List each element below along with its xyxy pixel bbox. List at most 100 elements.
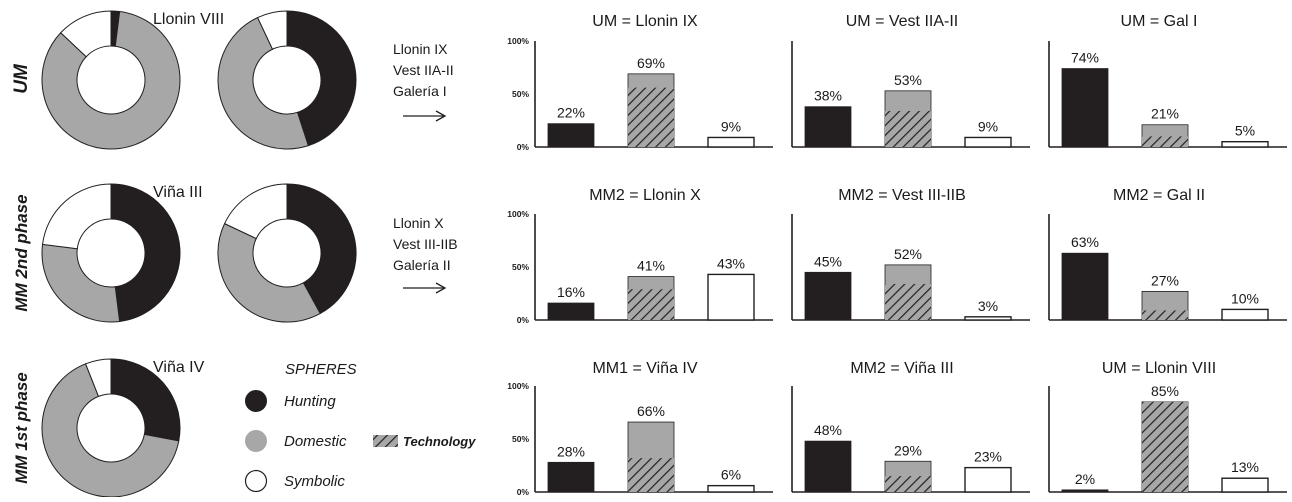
bar-symbolic xyxy=(707,484,755,493)
bar-symbolic xyxy=(707,136,755,148)
y-tick-label: 100% xyxy=(507,36,529,46)
bar-symbolic xyxy=(1221,477,1269,493)
bar-symbolic xyxy=(964,466,1012,493)
bar-chart-title: MM2 = Gal II xyxy=(1113,187,1205,204)
bar-value-label: 38% xyxy=(814,88,842,104)
legend-swatch-domestic xyxy=(245,430,267,452)
arrow-label-llonin-x: Llonin X xyxy=(393,215,444,231)
donut-chart-um-summary xyxy=(217,10,357,150)
arrow-right-icon xyxy=(403,282,447,294)
bar-chart-panel: MM2 = Viña III 48% 29% 23% xyxy=(791,360,1030,493)
arrow-label-galeria-ii: Galería II xyxy=(393,257,451,273)
y-tick-label: 50% xyxy=(512,89,529,99)
bar-symbolic xyxy=(964,316,1012,321)
donut-slice-hunting xyxy=(110,183,181,323)
bar-technology-segment xyxy=(1142,136,1188,147)
bar-symbolic xyxy=(1221,308,1269,321)
arrow-label-vest-iii-iib: Vest III-IIB xyxy=(393,236,458,252)
y-tick-label: 0% xyxy=(517,142,530,152)
bar-technology-segment xyxy=(628,289,674,320)
bar-hunting xyxy=(1061,68,1109,148)
bar-value-label: 9% xyxy=(978,118,998,134)
bar-value-label: 2% xyxy=(1075,471,1095,487)
bar-value-label: 74% xyxy=(1071,50,1099,66)
donut-slice-symbolic xyxy=(223,183,288,240)
bar-technology-segment xyxy=(1142,401,1188,492)
bar-value-label: 52% xyxy=(894,246,922,262)
legend-label-hunting: Hunting xyxy=(284,393,336,410)
bar-value-label: 9% xyxy=(721,118,741,134)
bar-chart-panel: MM2 = Vest III-IIB 45% 52% 3% xyxy=(791,187,1030,321)
donut-slice-domestic xyxy=(41,243,121,323)
bar-chart-panel: MM1 = Viña IV 0% 50% 100% 28% 66% 6% xyxy=(507,360,773,497)
donut-label-llonin-viii: Llonin VIII xyxy=(153,11,224,28)
bar-chart-title: MM2 = Vest III-IIB xyxy=(838,187,966,204)
bar-value-label: 21% xyxy=(1151,106,1179,122)
bar-technology-segment xyxy=(1142,310,1188,320)
y-tick-label: 50% xyxy=(512,434,529,444)
donut-slice-symbolic xyxy=(256,10,288,50)
donut-chart-vina-iii xyxy=(41,183,181,323)
bar-value-label: 45% xyxy=(814,253,842,269)
legend-label-symbolic: Symbolic xyxy=(284,473,345,490)
arrow-label-galeria-i: Galería I xyxy=(393,83,447,99)
bar-value-label: 22% xyxy=(557,105,585,121)
y-tick-label: 0% xyxy=(517,315,530,325)
bar-technology-segment xyxy=(885,476,931,492)
bar-value-label: 69% xyxy=(637,55,665,71)
bar-chart-title: MM2 = Viña III xyxy=(850,360,953,377)
y-tick-label: 50% xyxy=(512,262,529,272)
bar-value-label: 3% xyxy=(978,298,998,314)
bar-value-label: 63% xyxy=(1071,234,1099,250)
bar-symbolic xyxy=(964,136,1012,148)
bar-technology-segment xyxy=(885,110,931,147)
arrow-label-vest-iia-ii: Vest IIA-II xyxy=(393,62,454,78)
bar-symbolic xyxy=(1221,140,1269,148)
bar-value-label: 23% xyxy=(974,449,1002,465)
donut-slice-symbolic xyxy=(84,358,112,398)
y-tick-label: 0% xyxy=(517,487,530,497)
bar-value-label: 29% xyxy=(894,442,922,458)
bar-hunting xyxy=(1061,252,1109,321)
arrow-right-icon xyxy=(403,110,447,122)
row-label-mm-2nd-phase: MM 2nd phase xyxy=(12,194,31,311)
bar-value-label: 48% xyxy=(814,422,842,438)
bar-symbolic xyxy=(707,273,755,321)
donut-slice-symbolic xyxy=(41,183,112,250)
bar-value-label: 28% xyxy=(557,443,585,459)
arrow-label-llonin-ix: Llonin IX xyxy=(393,41,448,57)
bar-hunting xyxy=(804,106,852,148)
bar-value-label: 6% xyxy=(721,467,741,483)
bar-chart-title: MM2 = Llonin X xyxy=(589,187,701,204)
bar-value-label: 66% xyxy=(637,403,665,419)
bar-chart-panel: UM = Llonin VIII 2% 85% 13% xyxy=(1048,360,1287,493)
bar-technology-segment xyxy=(885,283,931,320)
donut-label-vina-iii: Viña III xyxy=(153,184,203,201)
bar-technology-segment xyxy=(628,87,674,147)
donut-slice-hunting xyxy=(286,183,357,315)
donut-label-vina-iv: Viña IV xyxy=(153,359,205,376)
bar-chart-panel: UM = Llonin IX 0% 50% 100% 22% 69% 9% xyxy=(507,13,773,152)
donut-chart-vina-iv xyxy=(41,358,181,498)
donut-slice-domestic xyxy=(217,16,309,150)
bar-technology-segment xyxy=(628,458,674,492)
legend-swatch-hunting xyxy=(245,390,267,412)
bar-value-label: 85% xyxy=(1151,383,1179,399)
donut-slice-hunting xyxy=(286,10,357,147)
donut-slice-domestic xyxy=(41,10,181,150)
bar-value-label: 13% xyxy=(1231,459,1259,475)
donut-slice-domestic xyxy=(217,222,321,323)
bar-chart-panel: UM = Vest IIA-II 38% 53% 9% xyxy=(791,13,1030,148)
row-label-um: UM xyxy=(11,63,32,94)
y-tick-label: 100% xyxy=(507,381,529,391)
legend-label-technology: Technology xyxy=(403,434,476,449)
bar-chart-title: UM = Gal I xyxy=(1121,13,1198,30)
bar-chart-title: MM1 = Viña IV xyxy=(592,360,697,377)
bar-value-label: 53% xyxy=(894,72,922,88)
bar-value-label: 41% xyxy=(637,258,665,274)
y-tick-label: 100% xyxy=(507,209,529,219)
bar-value-label: 5% xyxy=(1235,123,1255,139)
bar-chart-title: UM = Llonin VIII xyxy=(1102,360,1216,377)
